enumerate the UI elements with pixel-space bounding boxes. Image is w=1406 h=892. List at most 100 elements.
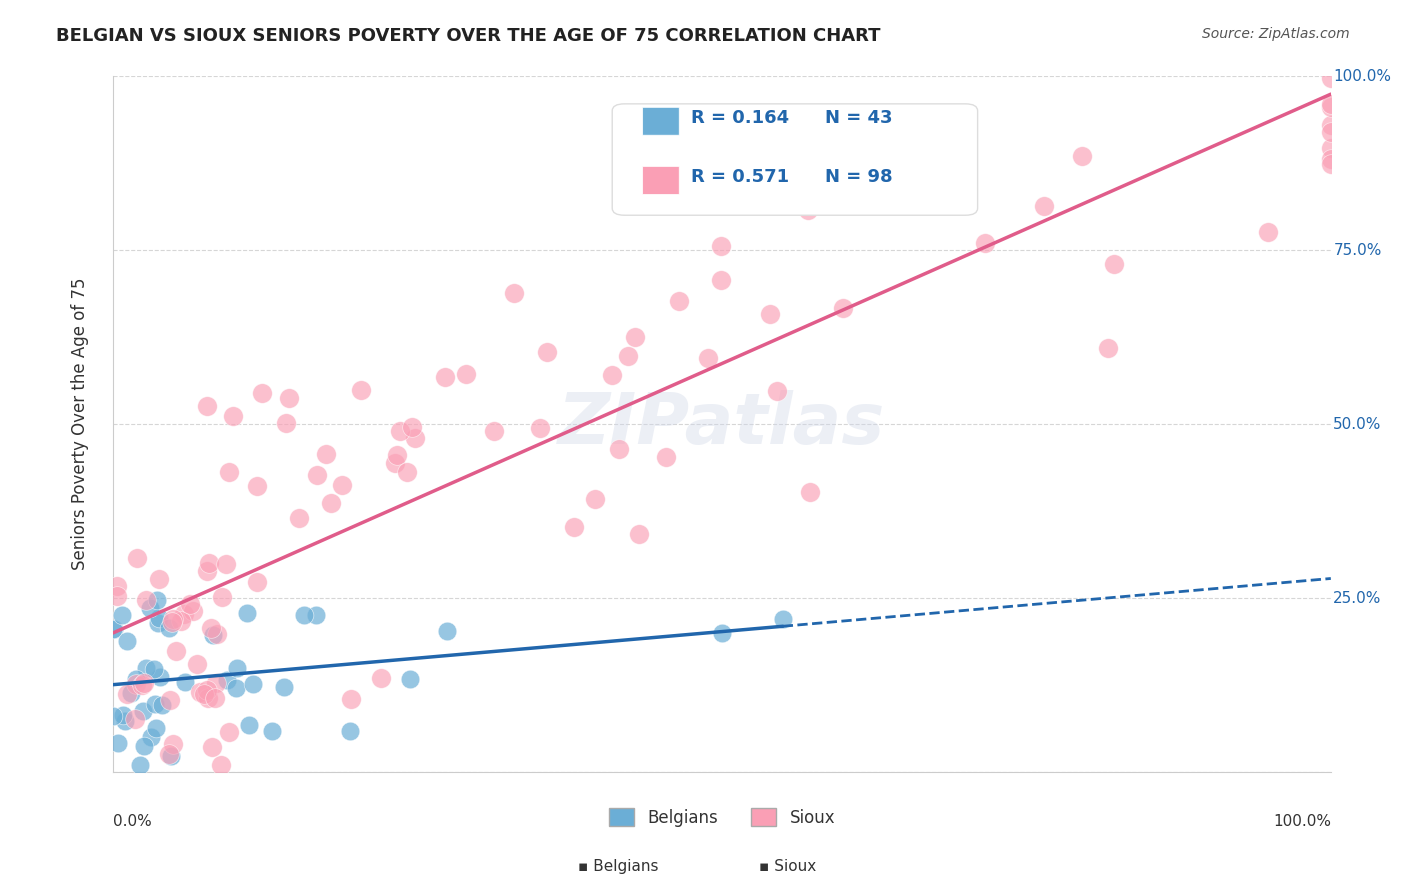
Point (179, 597, 201, 611)
FancyBboxPatch shape (612, 103, 977, 215)
Point (193, 688, 215, 702)
Point (288, 511, 311, 525)
Point (150, 698, 173, 713)
Text: 100.0%: 100.0% (1333, 69, 1392, 84)
Point (436, 624, 458, 638)
Point (401, 419, 423, 434)
Point (482, 424, 505, 438)
Text: 0.0%: 0.0% (112, 814, 152, 829)
Point (785, 177, 807, 191)
Point (395, 465, 418, 479)
Point (105, 589, 128, 603)
Point (404, 431, 426, 445)
Point (170, 614, 193, 628)
Point (218, 725, 240, 739)
Point (142, 662, 165, 676)
Point (602, 368, 624, 382)
Point (529, 421, 551, 435)
Point (339, 724, 361, 739)
Text: 50.0%: 50.0% (1333, 417, 1382, 432)
Point (218, 466, 240, 480)
Point (250, 385, 273, 400)
Point (710, 239, 733, 253)
Point (668, 293, 690, 308)
Point (273, 680, 295, 694)
Point (246, 575, 269, 590)
Point (107, 736, 129, 750)
Point (201, 739, 224, 754)
Point (197, 691, 219, 706)
Point (181, 604, 204, 618)
Point (198, 556, 221, 570)
Point (148, 615, 170, 630)
Point (215, 558, 238, 572)
Point (160, 615, 183, 629)
Point (148, 611, 170, 625)
Point (536, 344, 558, 359)
Legend: Belgians, Sioux: Belgians, Sioux (602, 802, 842, 833)
Point (103, 623, 125, 637)
Point (260, 723, 283, 738)
Point (132, 739, 155, 753)
Point (146, 593, 169, 607)
Point (101, 709, 124, 723)
Point (1257, 225, 1279, 239)
Point (141, 731, 163, 745)
Point (624, 330, 647, 344)
Point (132, 704, 155, 718)
Text: ▪ Belgians: ▪ Belgians (578, 859, 659, 874)
Point (200, 621, 222, 635)
Point (1102, 257, 1125, 271)
Point (222, 409, 245, 423)
Point (675, 152, 697, 166)
Point (105, 579, 128, 593)
Point (148, 572, 170, 586)
Point (165, 643, 187, 657)
Point (215, 673, 238, 687)
Point (758, 307, 780, 321)
Text: 100.0%: 100.0% (1272, 814, 1331, 829)
Point (389, 424, 412, 438)
Point (127, 550, 149, 565)
Point (131, 678, 153, 692)
Point (149, 670, 172, 684)
Point (162, 612, 184, 626)
Point (159, 693, 181, 707)
Point (157, 621, 180, 635)
Text: R = 0.571: R = 0.571 (692, 168, 790, 186)
Point (503, 285, 526, 300)
Point (1320, 152, 1343, 166)
Point (399, 672, 422, 686)
Point (387, 448, 409, 462)
Point (124, 712, 146, 726)
Point (433, 370, 456, 384)
Point (246, 479, 269, 493)
Text: BELGIAN VS SIOUX SENIORS POVERTY OVER THE AGE OF 75 CORRELATION CHART: BELGIAN VS SIOUX SENIORS POVERTY OVER TH… (56, 27, 880, 45)
Point (974, 236, 997, 251)
Point (1070, 149, 1092, 163)
Y-axis label: Seniors Poverty Over the Age of 75: Seniors Poverty Over the Age of 75 (72, 277, 89, 570)
Point (697, 351, 720, 366)
Point (195, 400, 218, 414)
Point (1320, 70, 1343, 85)
Point (831, 301, 853, 315)
Text: ▪ Sioux: ▪ Sioux (759, 859, 815, 874)
Point (128, 758, 150, 772)
Point (274, 416, 297, 430)
Point (1033, 199, 1056, 213)
Point (124, 672, 146, 686)
FancyBboxPatch shape (643, 167, 679, 194)
Point (562, 520, 585, 534)
Point (1320, 141, 1343, 155)
Point (135, 592, 157, 607)
Point (710, 625, 733, 640)
Point (607, 442, 630, 457)
Text: 25.0%: 25.0% (1333, 591, 1382, 606)
Point (655, 450, 678, 464)
Point (207, 626, 229, 640)
Point (321, 496, 343, 510)
Point (1320, 118, 1343, 132)
Point (628, 527, 651, 541)
Point (125, 677, 148, 691)
Point (292, 607, 315, 622)
